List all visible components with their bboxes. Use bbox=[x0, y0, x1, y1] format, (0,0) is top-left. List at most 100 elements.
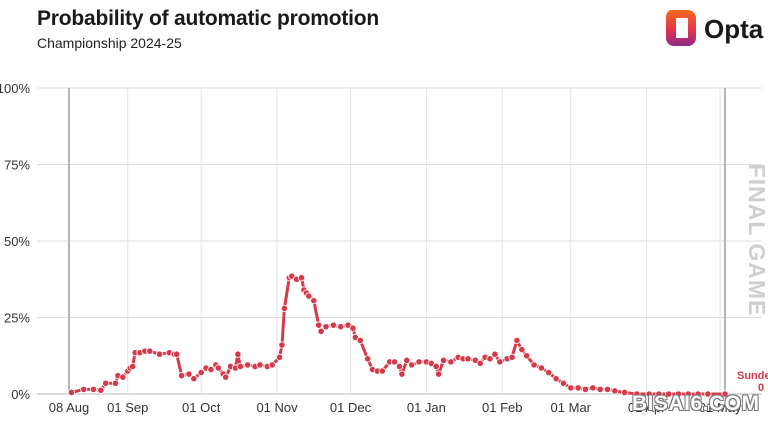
data-point bbox=[439, 356, 448, 364]
data-point bbox=[102, 379, 110, 387]
x-tick-label: 01 Sep bbox=[107, 400, 148, 415]
data-point bbox=[645, 390, 653, 398]
data-point bbox=[214, 364, 222, 372]
data-point bbox=[222, 373, 230, 381]
data-point bbox=[589, 384, 597, 392]
y-tick-label: 25% bbox=[4, 311, 30, 326]
chart-title: Probability of automatic promotion bbox=[37, 7, 380, 30]
data-point bbox=[486, 355, 494, 363]
data-point bbox=[297, 274, 306, 282]
opta-logo-text: Opta bbox=[704, 14, 764, 44]
data-point bbox=[674, 390, 683, 398]
data-point bbox=[390, 358, 399, 366]
data-point bbox=[129, 362, 137, 371]
data-point bbox=[310, 297, 318, 305]
data-point bbox=[177, 372, 186, 380]
data-point bbox=[244, 361, 252, 369]
watermark-text: BISAI6.COM bbox=[632, 392, 760, 415]
data-point bbox=[491, 350, 499, 358]
data-point bbox=[329, 321, 337, 329]
data-point bbox=[530, 361, 538, 369]
end-label-value: 0 bbox=[758, 382, 764, 394]
data-point bbox=[315, 321, 323, 329]
x-tick-label: 01 Apr bbox=[628, 400, 666, 415]
opta-logo-icon bbox=[665, 10, 696, 46]
data-point bbox=[322, 323, 330, 331]
data-point bbox=[378, 367, 386, 375]
data-point bbox=[234, 350, 242, 358]
data-point bbox=[317, 327, 325, 335]
data-point bbox=[435, 370, 443, 378]
data-point bbox=[721, 390, 729, 398]
data-point bbox=[97, 386, 105, 394]
data-point bbox=[523, 352, 531, 360]
data-point bbox=[552, 375, 560, 383]
data-point bbox=[80, 385, 88, 394]
data-point bbox=[464, 355, 472, 363]
data-point bbox=[89, 385, 98, 394]
data-point bbox=[684, 390, 692, 398]
data-point bbox=[236, 362, 244, 371]
data-point bbox=[559, 379, 568, 387]
x-tick-label: 01 Oct bbox=[182, 400, 221, 415]
data-point bbox=[545, 368, 553, 377]
data-point bbox=[704, 390, 712, 398]
data-point bbox=[280, 304, 289, 312]
data-point bbox=[655, 390, 663, 398]
end-label-team: Sunde bbox=[737, 370, 768, 382]
y-tick-label: 0% bbox=[11, 387, 30, 402]
data-point bbox=[694, 390, 702, 398]
data-point bbox=[447, 358, 455, 366]
x-tick-label: 01 Feb bbox=[482, 400, 522, 415]
data-point bbox=[621, 388, 629, 397]
data-point bbox=[415, 358, 423, 366]
data-point bbox=[611, 387, 619, 395]
data-point bbox=[305, 292, 313, 300]
x-tick-label: 08 Aug bbox=[49, 400, 90, 415]
data-point bbox=[349, 324, 357, 332]
final-game-label: FINAL GAME bbox=[744, 164, 768, 317]
data-point bbox=[356, 336, 364, 345]
x-tick-label: 01 May bbox=[699, 400, 742, 415]
data-point bbox=[395, 362, 404, 371]
data-point bbox=[111, 379, 120, 387]
data-point bbox=[567, 384, 575, 392]
data-point bbox=[278, 341, 286, 349]
data-point bbox=[155, 350, 164, 358]
x-tick-label: 01 Nov bbox=[256, 400, 298, 415]
data-point bbox=[119, 373, 127, 381]
data-point bbox=[537, 364, 546, 372]
series-line bbox=[69, 274, 727, 396]
x-tick-label: 01 Jan bbox=[407, 400, 446, 415]
data-point bbox=[398, 370, 406, 378]
data-point bbox=[508, 353, 516, 361]
data-point bbox=[665, 390, 673, 398]
x-tick-label: 01 Dec bbox=[330, 400, 372, 415]
y-tick-label: 75% bbox=[4, 158, 30, 173]
data-point bbox=[173, 350, 181, 358]
data-point bbox=[432, 362, 440, 371]
data-point bbox=[403, 356, 411, 364]
data-point bbox=[268, 361, 276, 369]
data-point bbox=[275, 353, 284, 361]
data-point bbox=[197, 368, 205, 377]
data-point bbox=[603, 385, 612, 394]
y-tick-label: 50% bbox=[4, 234, 30, 249]
data-point bbox=[185, 370, 193, 378]
x-tick-label: 01 Mar bbox=[551, 400, 592, 415]
data-point bbox=[596, 385, 604, 394]
data-point bbox=[476, 359, 484, 367]
data-point bbox=[364, 355, 372, 363]
chart-subtitle: Championship 2024-25 bbox=[37, 35, 182, 51]
data-point bbox=[190, 375, 198, 383]
data-point bbox=[67, 388, 76, 397]
data-point bbox=[518, 346, 526, 354]
data-point bbox=[256, 361, 264, 369]
data-point bbox=[207, 365, 215, 374]
data-point bbox=[496, 358, 504, 366]
y-tick-label: 100% bbox=[0, 81, 30, 96]
data-point bbox=[146, 347, 154, 355]
data-point bbox=[581, 385, 590, 394]
data-point bbox=[408, 361, 416, 369]
